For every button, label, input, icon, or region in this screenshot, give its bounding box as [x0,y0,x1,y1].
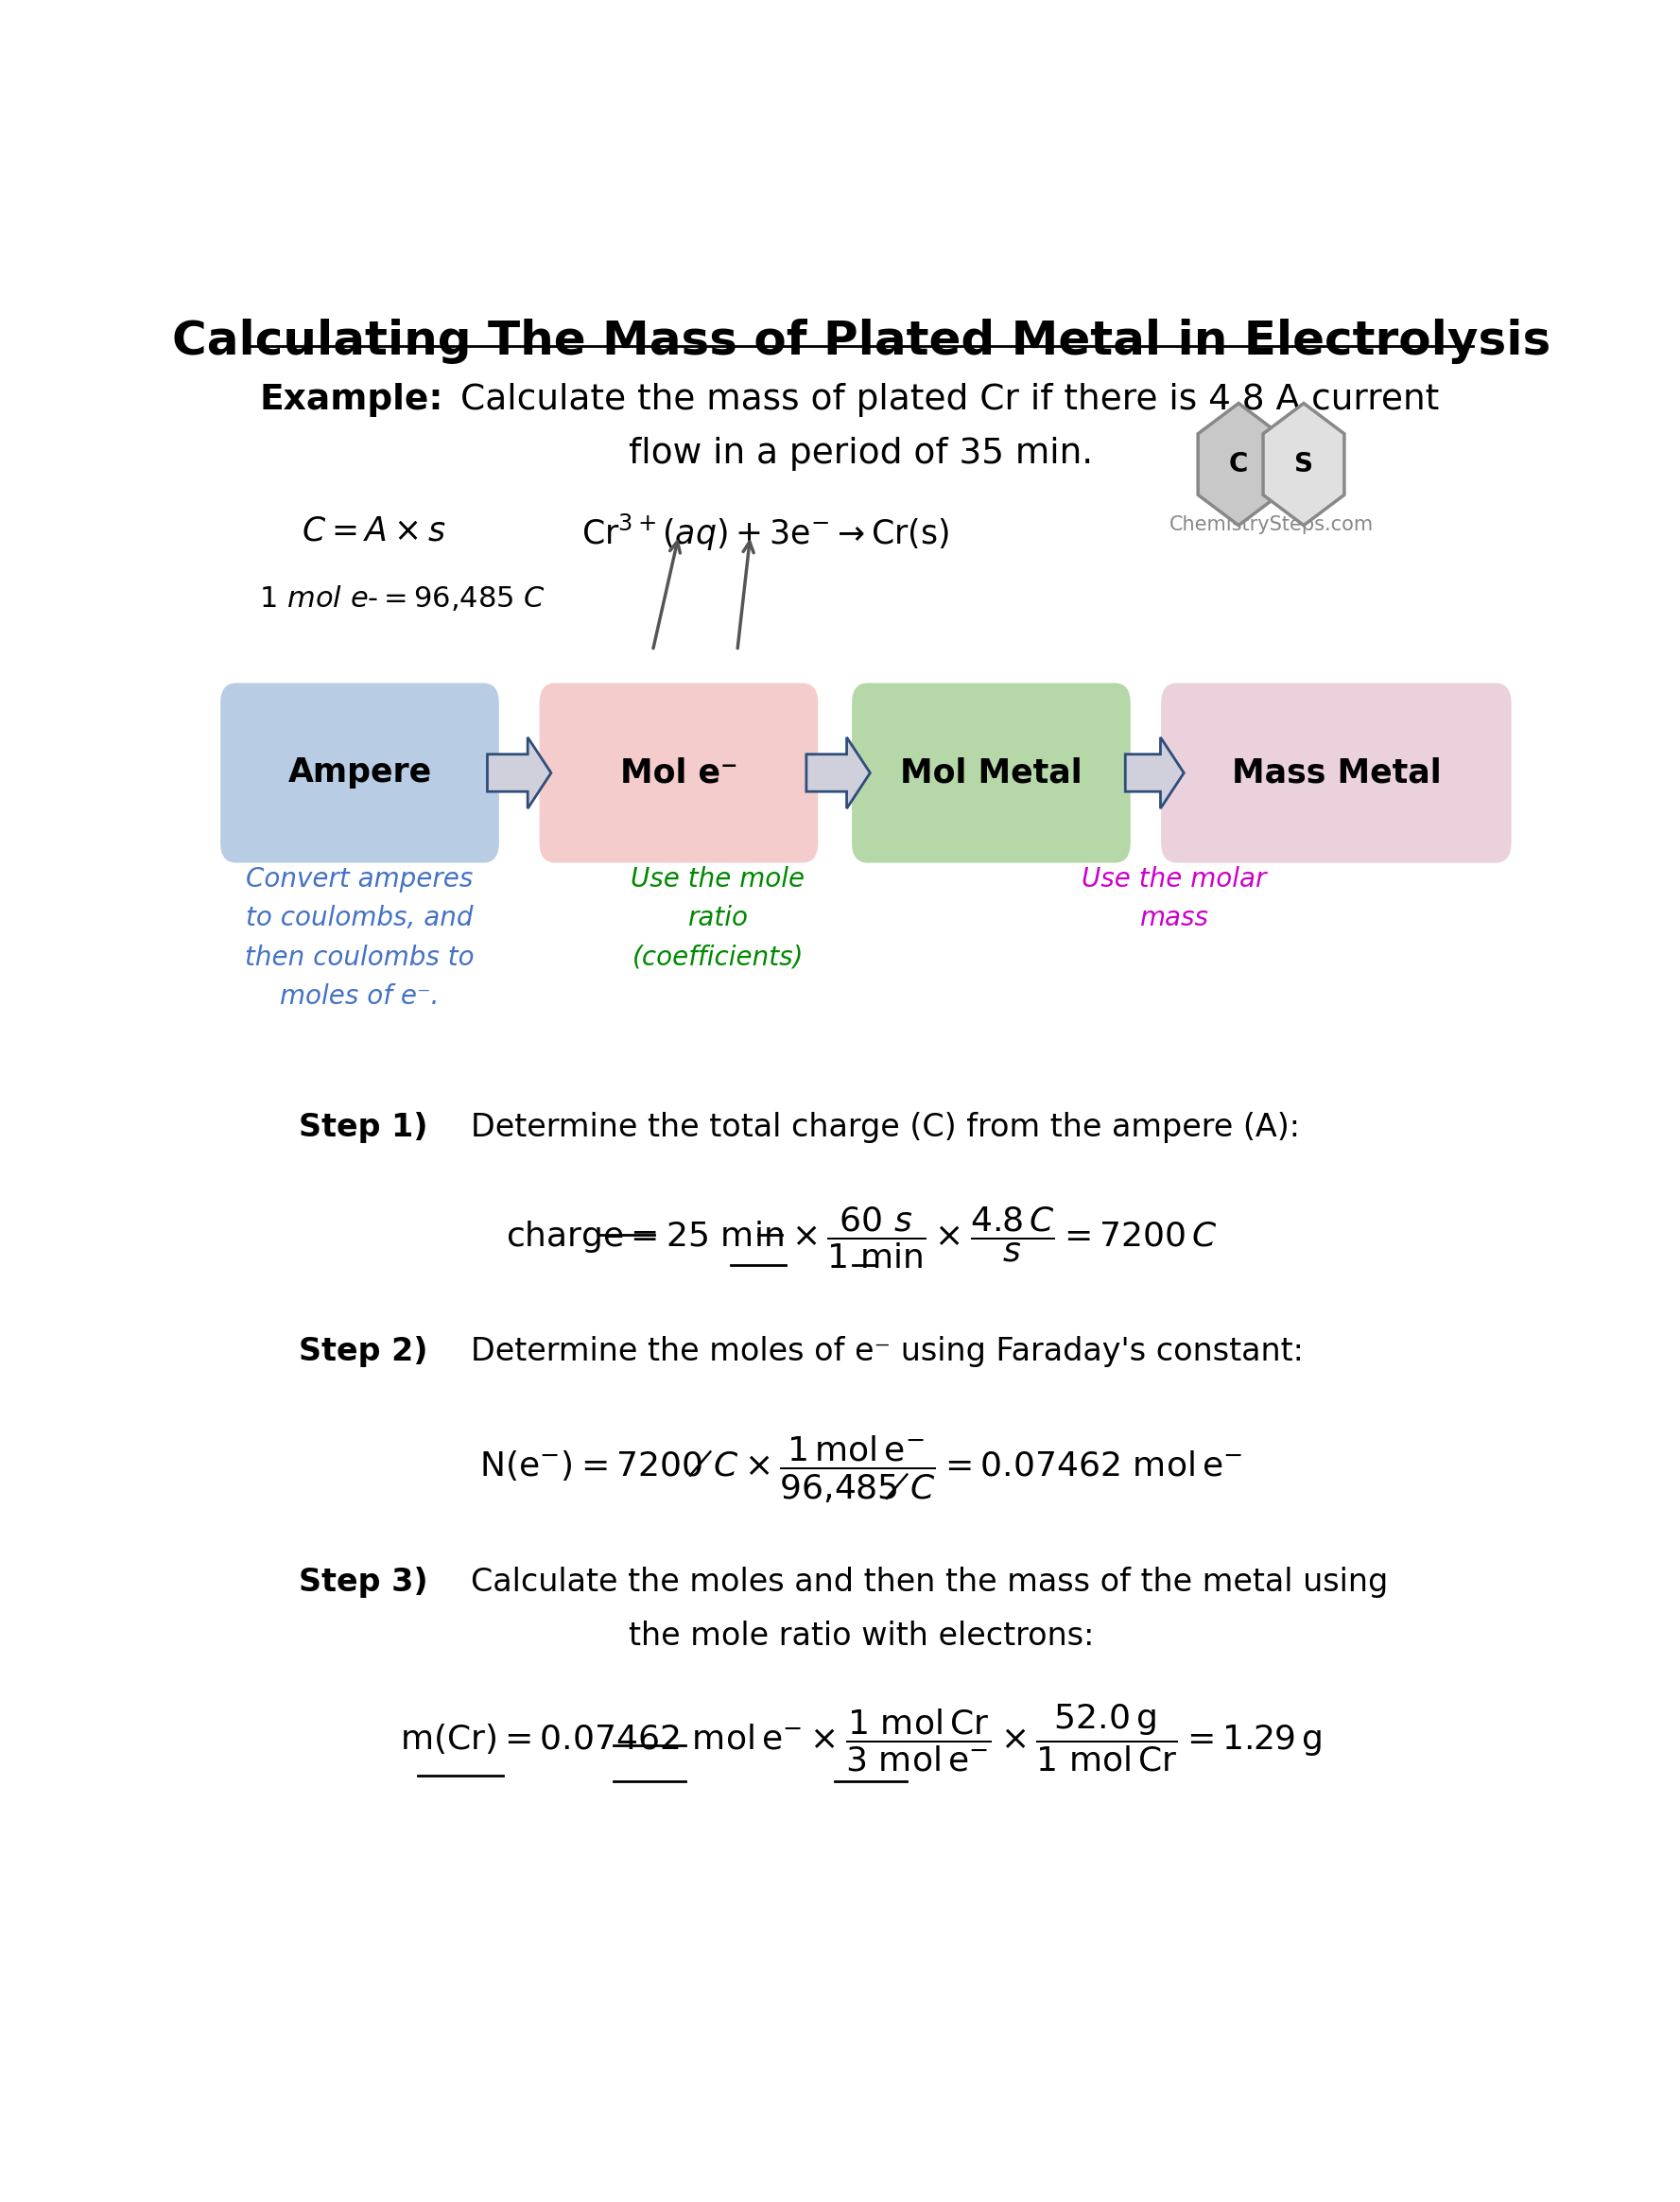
Polygon shape [1126,738,1184,808]
Text: S: S [1294,451,1314,478]
Text: $\mathrm{charge} = 25\ \mathrm{min} \times \dfrac{60\ s}{1\ \mathrm{min}} \times: $\mathrm{charge} = 25\ \mathrm{min} \tim… [506,1204,1216,1271]
Text: Use the molar
mass: Use the molar mass [1082,865,1265,931]
Text: flow in a period of 35 min.: flow in a period of 35 min. [628,438,1094,471]
Text: Convert amperes
to coulombs, and
then coulombs to
moles of e⁻.: Convert amperes to coulombs, and then co… [245,865,474,1009]
Text: Calculate the mass of plated Cr if there is 4.8 A current: Calculate the mass of plated Cr if there… [460,383,1438,416]
Text: $\mathrm{N(e^{-})} = 7200\ \not{C} \times \dfrac{1\,\mathrm{mol\,e^{-}}}{96{,}48: $\mathrm{N(e^{-})} = 7200\ \not{C} \time… [479,1434,1243,1506]
FancyBboxPatch shape [220,683,499,863]
Text: Determine the moles of e⁻ using Faraday's constant:: Determine the moles of e⁻ using Faraday'… [470,1337,1304,1367]
FancyBboxPatch shape [1161,683,1512,863]
Text: Mass Metal: Mass Metal [1231,757,1441,788]
FancyBboxPatch shape [539,683,818,863]
Polygon shape [806,738,870,808]
Text: Use the mole
ratio
(coefficients): Use the mole ratio (coefficients) [630,865,805,971]
Text: Mol Metal: Mol Metal [900,757,1082,788]
Text: Ampere: Ampere [287,757,432,788]
Text: $\mathit{C = A \times s}$: $\mathit{C = A \times s}$ [301,515,445,548]
Text: Determine the total charge (C) from the ampere (A):: Determine the total charge (C) from the … [470,1112,1300,1143]
Text: Example:: Example: [259,383,444,416]
Polygon shape [487,738,551,808]
Text: Mol e⁻: Mol e⁻ [620,757,738,788]
Text: Calculating The Mass of Plated Metal in Electrolysis: Calculating The Mass of Plated Metal in … [171,319,1551,363]
FancyBboxPatch shape [852,683,1131,863]
Text: ChemistrySteps.com: ChemistrySteps.com [1169,515,1373,535]
Text: Step 3): Step 3) [299,1566,428,1599]
Text: Calculate the moles and then the mass of the metal using: Calculate the moles and then the mass of… [470,1566,1388,1599]
Text: Step 2): Step 2) [299,1337,428,1367]
Polygon shape [1263,403,1344,526]
Polygon shape [1198,403,1278,526]
Text: $\mathrm{m(Cr)} = 0.07462\ \mathrm{mol\,e^{-}} \times \dfrac{1\ \mathrm{mol\,Cr}: $\mathrm{m(Cr)} = 0.07462\ \mathrm{mol\,… [400,1702,1322,1773]
Text: $\mathit{1\ mol\ e{\text{-}} = 96{,}485\ C}$: $\mathit{1\ mol\ e{\text{-}} = 96{,}485\… [259,584,546,612]
Text: $\mathrm{Cr^{3+}(\mathit{aq}) + 3e^{-} \rightarrow Cr(s)}$: $\mathrm{Cr^{3+}(\mathit{aq}) + 3e^{-} \… [581,511,949,553]
Text: Step 1): Step 1) [299,1112,428,1143]
Text: the mole ratio with electrons:: the mole ratio with electrons: [628,1621,1094,1652]
Text: C: C [1230,451,1248,478]
